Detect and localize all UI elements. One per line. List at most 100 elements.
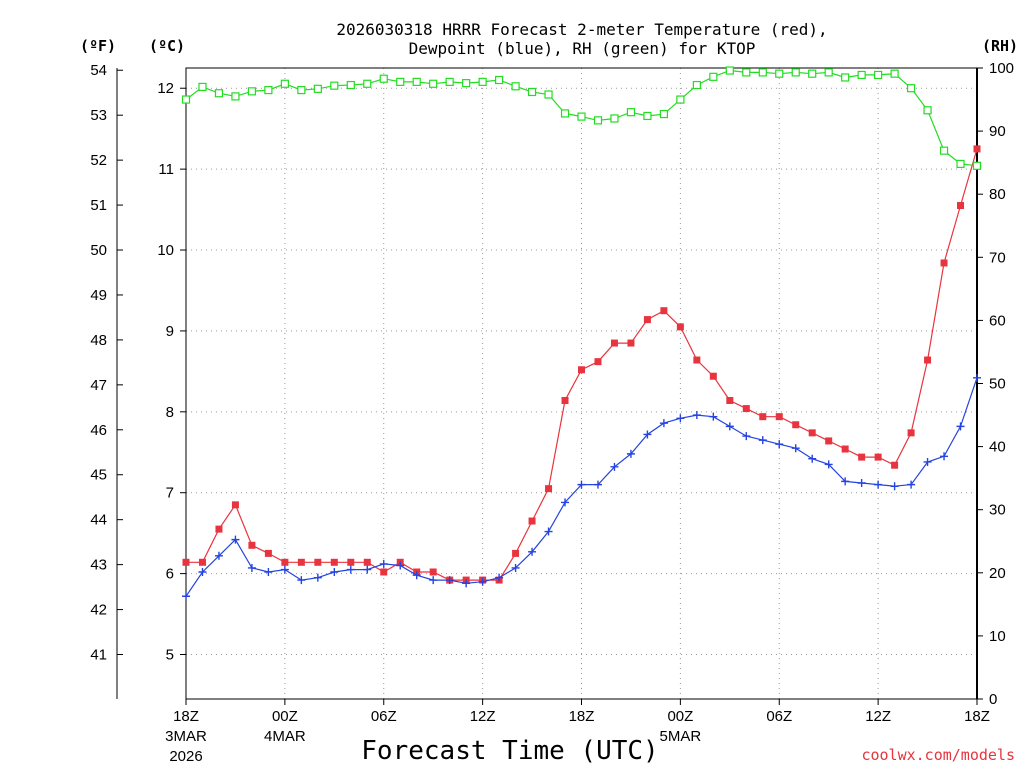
celsius-tick-label: 10 (157, 242, 174, 259)
temperature-point (610, 339, 618, 347)
relative-humidity-point (346, 80, 355, 90)
relative-humidity-point (643, 111, 652, 121)
relative-humidity-point (280, 79, 289, 88)
dewpoint-point (923, 457, 932, 466)
x-tick-label: 00Z (272, 708, 298, 725)
dewpoint-point (478, 577, 487, 586)
fahrenheit-tick-label: 51 (90, 197, 107, 214)
rh-tick-label: 30 (989, 502, 1006, 519)
temperature-point (874, 453, 882, 461)
temperature-point (545, 485, 553, 493)
relative-humidity-point (429, 79, 438, 88)
dewpoint-point (412, 571, 421, 580)
temperature-point (709, 372, 717, 380)
relative-humidity-point (198, 82, 207, 92)
temperature-point (858, 453, 866, 461)
fahrenheit-tick-label: 44 (90, 512, 107, 529)
dewpoint-point (709, 412, 718, 421)
temperature-point (676, 323, 684, 331)
rh-tick-label: 40 (989, 439, 1006, 456)
rh-tick-label: 50 (989, 376, 1006, 393)
dewpoint-point (297, 576, 306, 585)
dewpoint-point (396, 561, 405, 570)
dewpoint-point (346, 565, 355, 574)
celsius-tick-label: 5 (166, 647, 174, 664)
dewpoint-point (742, 432, 751, 441)
temperature-point (907, 429, 915, 437)
x-tick-date-label: 4MAR (264, 728, 306, 745)
dewpoint-point (824, 460, 833, 469)
credit-text: coolwx.com/models (861, 746, 1015, 764)
temperature-point (314, 558, 322, 566)
temperature-point (940, 259, 948, 267)
x-tick-label: 00Z (667, 708, 693, 725)
dewpoint-point (577, 480, 586, 489)
temperature-point (957, 202, 965, 210)
relative-humidity-point (379, 74, 388, 83)
temperature-point (759, 413, 767, 421)
dewpoint-point (808, 454, 817, 463)
temperature-point (660, 307, 668, 315)
dewpoint-point (907, 480, 916, 489)
relative-humidity-point (841, 73, 850, 82)
dewpoint-point (758, 436, 767, 445)
celsius-unit-label: (ºC) (149, 37, 185, 55)
x-tick-label: 06Z (766, 708, 792, 725)
rh-tick-label: 70 (989, 249, 1006, 266)
fahrenheit-tick-label: 42 (90, 602, 107, 619)
relative-humidity-series (181, 66, 982, 170)
relative-humidity-point (709, 72, 718, 81)
dewpoint-point (495, 573, 504, 582)
x-tick-label: 18Z (173, 708, 199, 725)
temperature-point (429, 568, 437, 576)
relative-humidity-point (939, 146, 949, 155)
fahrenheit-tick-label: 50 (90, 242, 107, 259)
celsius-tick-label: 12 (157, 80, 174, 97)
temperature-point (973, 145, 981, 153)
temperature-point (182, 558, 190, 566)
rh-tick-label: 90 (989, 123, 1006, 140)
relative-humidity-point (231, 92, 240, 101)
relative-humidity-point (758, 68, 767, 77)
relative-humidity-point (313, 84, 322, 93)
relative-humidity-point (214, 89, 224, 98)
rh-tick-label: 100 (989, 60, 1014, 77)
x-tick-label: 06Z (371, 708, 397, 725)
temperature-point (512, 549, 520, 557)
grid-lines (186, 68, 977, 699)
relative-humidity-point (527, 87, 537, 97)
fahrenheit-tick-label: 46 (90, 422, 107, 439)
fahrenheit-tick-label: 49 (90, 287, 107, 304)
relative-humidity-point (593, 116, 603, 125)
relative-humidity-point (923, 106, 932, 115)
temperature-point (363, 558, 371, 566)
temperature-point (264, 549, 272, 557)
dewpoint-series (182, 373, 981, 601)
relative-humidity-point (363, 79, 372, 88)
dewpoint-point (511, 563, 520, 572)
dewpoint-point (462, 579, 471, 588)
fahrenheit-tick-label: 43 (90, 557, 107, 574)
fahrenheit-tick-label: 54 (90, 62, 107, 79)
rh-tick-label: 0 (989, 691, 997, 708)
rh-tick-label: 80 (989, 186, 1006, 203)
temperature-point (643, 316, 651, 324)
relative-humidity-point (247, 87, 257, 96)
x-axis-title: Forecast Time (UTC) (361, 736, 658, 766)
dewpoint-point (280, 565, 289, 574)
dewpoint-point (874, 480, 883, 489)
x-tick-label: 12Z (865, 708, 891, 725)
dewpoint-point (841, 477, 850, 486)
temperature-point (297, 558, 305, 566)
temperature-point (248, 541, 256, 549)
chart-title-line2: Dewpoint (blue), RH (green) for KTOP (409, 39, 756, 58)
dewpoint-point (593, 480, 602, 489)
temperature-point (775, 413, 783, 421)
temperature-point (281, 558, 289, 566)
relative-humidity-point (956, 159, 965, 169)
relative-humidity-point (692, 80, 701, 90)
dewpoint-point (610, 462, 619, 471)
relative-humidity-point (560, 109, 570, 118)
temperature-point (347, 558, 355, 566)
relative-humidity-point (906, 84, 916, 93)
